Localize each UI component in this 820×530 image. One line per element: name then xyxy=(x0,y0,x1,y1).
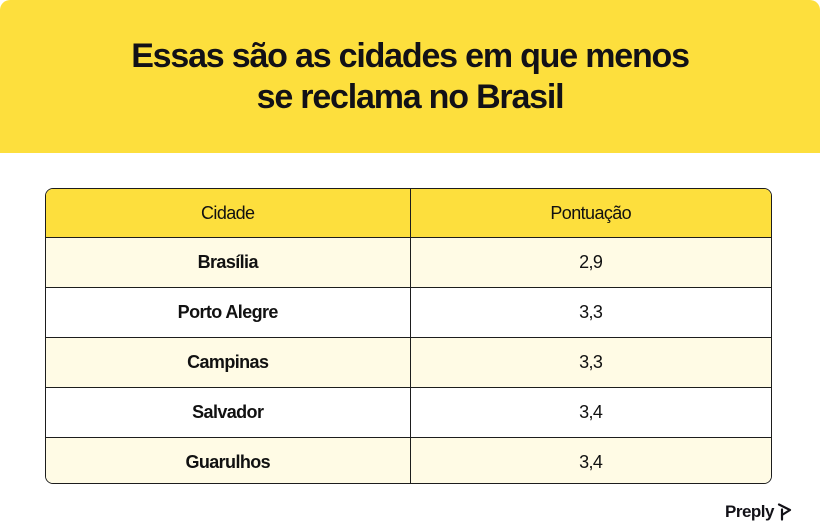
table-row: Porto Alegre 3,3 xyxy=(46,287,771,338)
ranking-table: Cidade Pontuação Brasília 2,9 Porto Aleg… xyxy=(45,188,772,484)
brand-logo: Preply xyxy=(725,502,792,522)
city-cell: Guarulhos xyxy=(46,437,411,483)
page-title: Essas são as cidades em que menos se rec… xyxy=(90,36,730,118)
city-cell: Porto Alegre xyxy=(46,287,411,338)
brand-name: Preply xyxy=(725,502,774,521)
score-cell: 3,3 xyxy=(410,287,771,338)
page-title-line-2: se reclama no Brasil xyxy=(256,77,565,116)
column-header-score: Pontuação xyxy=(410,189,771,238)
city-cell: Salvador xyxy=(46,387,411,438)
table-row: Guarulhos 3,4 xyxy=(46,437,771,483)
city-cell: Brasília xyxy=(46,237,411,288)
title-banner: Essas são as cidades em que menos se rec… xyxy=(0,0,820,153)
table-header-row: Cidade Pontuação xyxy=(46,189,771,238)
score-cell: 2,9 xyxy=(410,237,771,288)
city-cell: Campinas xyxy=(46,337,411,388)
page-title-line-1: Essas são as cidades em que menos xyxy=(131,36,690,75)
table-row: Campinas 3,3 xyxy=(46,337,771,388)
score-cell: 3,3 xyxy=(410,337,771,388)
column-header-city: Cidade xyxy=(46,189,411,238)
table-row: Salvador 3,4 xyxy=(46,387,771,438)
score-cell: 3,4 xyxy=(410,437,771,483)
preply-logo-icon xyxy=(777,503,792,521)
score-cell: 3,4 xyxy=(410,387,771,438)
table-row: Brasília 2,9 xyxy=(46,237,771,288)
